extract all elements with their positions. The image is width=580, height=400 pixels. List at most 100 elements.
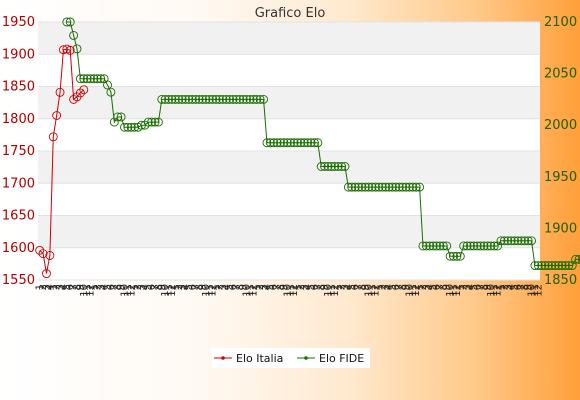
x-tick-label: 2 [499,284,510,290]
x-tick-label: 4 [221,284,232,290]
elo-fide-point [489,241,499,251]
elo-fide-point [96,74,106,84]
x-tick-label: 3 [218,284,229,290]
x-tick-label: 9 [198,284,209,290]
elo-fide-point [560,261,570,271]
x-tick-label: 9 [442,284,453,290]
elo-fide-point [438,241,448,251]
elo-fide-point [174,94,184,104]
elo-fide-point [408,182,418,192]
x-tick-label: 9 [157,284,168,290]
x-tick-label: 6 [65,284,76,290]
x-tick-label: 3 [503,284,514,290]
elo-fide-point [187,94,197,104]
x-tick-label: 10 [404,284,415,297]
x-tick-label: 7 [313,284,324,290]
series-elo-italia [35,44,89,278]
left-tick-label: 1850 [2,80,35,95]
elo-italia-point [38,249,48,259]
x-tick-label: 9 [75,284,86,290]
x-tick-label: 7 [272,284,283,290]
legend-box [212,348,370,368]
x-tick-label: 3 [299,284,310,290]
x-tick-label: 2 [255,284,266,290]
elo-fide-point [106,87,116,97]
x-tick-label: 6 [432,284,443,290]
x-tick-label: 12 [330,284,341,297]
elo-fide-point [330,162,340,171]
elo-fide-point [367,182,377,192]
elo-fide-point [194,94,204,104]
elo-fide-point [167,94,177,104]
elo-fide-point [269,138,279,148]
elo-fide-point [103,80,112,90]
x-tick-label: 4 [425,284,436,290]
elo-fide-point [333,162,343,171]
elo-italia-point [48,132,58,142]
x-tick-label: 10 [364,284,375,297]
x-tick-label: 8 [153,284,164,290]
x-tick-label: 11 [204,284,215,297]
elo-fide-point [381,182,391,192]
x-tick-label: 12 [452,284,463,297]
x-tick-label: 4 [58,284,69,290]
elo-fide-point [503,236,513,246]
x-tick-label: 11 [245,284,256,297]
elo-fide-point [520,236,530,246]
x-tick-label: 11 [530,284,541,297]
x-tick-label: 2 [52,284,63,290]
elo-fide-point [574,254,580,264]
elo-fide-point [421,241,431,251]
elo-fide-point [455,251,465,261]
elo-italia-point [58,45,68,55]
elo-fide-point [116,112,126,122]
x-tick-label: 4 [384,284,395,290]
elo-fide-point [126,122,136,132]
elo-fide-point [320,162,330,171]
elo-fide-point [72,44,82,54]
elo-fide-point [316,162,326,171]
x-tick-label: 10 [323,284,334,297]
plot-band [38,151,540,184]
elo-fide-point [248,94,258,104]
elo-fide-point [113,112,123,122]
elo-fide-point [211,94,221,104]
elo-fide-point [496,236,506,246]
elo-fide-point [425,241,435,251]
elo-fide-point [326,162,336,171]
x-tick-label: 3 [462,284,473,290]
elo-fide-point [69,30,79,40]
x-tick-label: 5 [347,284,358,290]
x-tick-label: 8 [357,284,368,290]
elo-fide-point [265,138,275,148]
elo-fide-point [432,241,441,251]
x-tick-label: 5 [225,284,236,290]
x-tick-label: 8 [235,284,246,290]
x-tick-label: 1 [130,284,141,290]
x-tick-label: 4 [262,284,273,290]
elo-fide-point [109,117,119,127]
x-tick-label: 12 [411,284,422,297]
x-tick-label: 12 [248,284,259,297]
x-tick-label: 8 [398,284,409,290]
elo-fide-point [279,138,289,148]
x-tick-label: 5 [103,284,114,290]
legend-label-elo-italia: Elo Italia [236,352,283,365]
elo-fide-point [544,261,553,271]
x-tick-label: 1 [292,284,303,290]
elo-fide-point [527,236,536,246]
x-tick-label: 11 [82,284,93,297]
elo-fide-point [299,138,309,148]
elo-fide-point [89,74,99,84]
x-tick-label: 4 [99,284,110,290]
elo-fide-point [323,162,333,171]
x-tick-label: 12 [289,284,300,297]
elo-fide-point [510,236,520,246]
elo-fide-point [150,117,160,127]
elo-fide-point [357,182,367,192]
right-tick-label: 2050 [544,67,577,82]
elo-fide-point [306,138,316,148]
elo-fide-point [276,138,285,148]
x-tick-label: 9 [238,284,249,290]
elo-fide-point [516,236,526,246]
